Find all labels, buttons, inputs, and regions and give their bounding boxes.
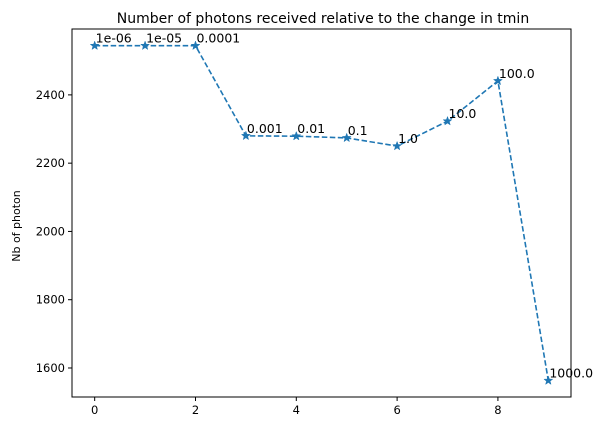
y-tick-label: 1600	[36, 361, 65, 375]
data-point-marker	[240, 130, 251, 141]
x-tick-label: 4	[293, 403, 300, 417]
chart-title: Number of photons received relative to t…	[117, 11, 529, 27]
data-point-label: 1e-05	[146, 31, 182, 46]
series-line	[94, 44, 550, 381]
data-point-marker	[140, 40, 151, 51]
data-point-marker	[291, 130, 302, 141]
data-point-label: 0.1	[348, 123, 368, 138]
data-point-label: 1e-06	[96, 31, 132, 46]
data-point-label: 0.001	[247, 121, 283, 136]
data-point-label: 1.0	[398, 131, 418, 146]
data-point-marker	[492, 75, 503, 86]
x-tick-label: 8	[494, 403, 501, 417]
y-axis-label: Nb of photon	[10, 190, 23, 262]
y-tick-label: 2000	[36, 224, 65, 238]
x-tick-label: 2	[192, 403, 199, 417]
data-point-marker	[392, 140, 403, 151]
data-point-label: 0.01	[297, 121, 325, 136]
y-tick-label: 1800	[36, 293, 65, 307]
data-point-label: 10.0	[449, 106, 477, 121]
data-point-marker	[442, 115, 453, 126]
plot-frame	[71, 28, 572, 398]
data-point-marker	[341, 132, 352, 143]
data-point-label: 0.0001	[196, 31, 240, 46]
data-point-marker	[543, 375, 554, 385]
y-tick-label: 2200	[36, 156, 65, 170]
data-point-marker	[190, 40, 201, 51]
data-point-label: 100.0	[499, 66, 535, 81]
x-tick-label: 0	[91, 403, 98, 417]
y-tick-label: 2400	[36, 88, 65, 102]
x-tick-label: 6	[393, 403, 400, 417]
data-point-marker	[89, 40, 100, 51]
